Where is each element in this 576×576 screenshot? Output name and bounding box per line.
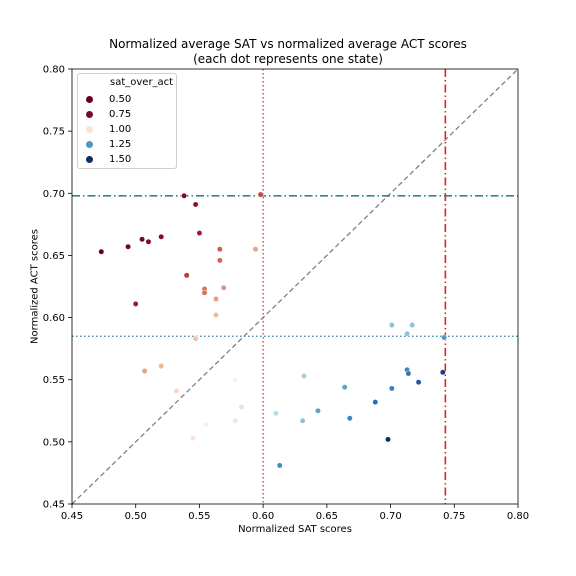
legend-title: sat_over_act (110, 77, 174, 88)
scatter-point (300, 373, 307, 379)
scatter-point (299, 417, 306, 424)
chart-title: Normalized average SAT vs normalized ave… (109, 37, 467, 51)
x-tick-label: 0.60 (252, 511, 274, 522)
scatter-point (314, 407, 321, 414)
legend-entry: 1.50 (86, 152, 131, 166)
y-tick-label: 0.70 (43, 189, 65, 200)
legend: sat_over_act 0.50 0.75 1.00 1.25 1.50 (77, 73, 177, 169)
scatter-point (232, 376, 239, 383)
scatter-point (220, 284, 227, 291)
scatter-point (415, 379, 422, 386)
scatter-point (238, 404, 245, 411)
x-tick-label: 0.75 (443, 511, 465, 522)
scatter-point (409, 322, 416, 328)
x-tick-label: 0.80 (507, 511, 529, 522)
y-tick-label: 0.60 (43, 313, 65, 324)
scatter-point (276, 462, 283, 469)
legend-label: 1.25 (109, 138, 132, 150)
scatter-point (346, 415, 353, 422)
legend-marker (86, 110, 93, 118)
scatter-point (173, 387, 180, 394)
scatter-point (213, 312, 219, 319)
scatter-point (158, 233, 165, 240)
scatter-point (252, 246, 259, 253)
scatter-point (439, 369, 446, 376)
scatter-point (181, 192, 188, 199)
scatter-point (216, 257, 223, 264)
plot-frame (71, 68, 519, 505)
scatter-point (405, 370, 412, 377)
y-tick-label: 0.65 (43, 251, 65, 262)
legend-label: 1.00 (109, 123, 132, 135)
scatter-point (372, 399, 379, 406)
y-tick-label: 0.75 (43, 127, 65, 138)
legend-marker (86, 95, 93, 103)
legend-entry: 0.50 (86, 92, 131, 106)
y-tick-label: 0.50 (43, 437, 65, 448)
scatter-point (183, 272, 190, 279)
legend-marker (86, 155, 93, 163)
legend-entry: 1.00 (86, 122, 131, 136)
scatter-point (341, 384, 348, 391)
scatter-point (145, 238, 152, 245)
scatter-point (125, 243, 132, 250)
legend-label: 0.50 (109, 93, 132, 105)
legend-label: 0.75 (109, 108, 132, 120)
legend-marker (86, 125, 93, 133)
scatter-point (132, 300, 139, 307)
legend-label: 1.50 (109, 153, 132, 165)
legend-marker (86, 140, 93, 148)
scatter-point (98, 248, 105, 255)
scatter-point (141, 368, 148, 374)
legend-entry: 0.75 (86, 107, 131, 121)
scatter-point (202, 421, 209, 428)
scatter-point (216, 246, 223, 253)
x-axis-label: Normalized SAT scores (238, 524, 352, 535)
scatter-point (404, 330, 411, 337)
scatter-point (196, 230, 203, 237)
scatter-point (213, 295, 219, 302)
scatter-point (139, 236, 146, 243)
scatter-point (201, 289, 208, 296)
scatter-point (158, 363, 165, 369)
x-tick-label: 0.55 (188, 511, 210, 522)
scatter-point (257, 191, 264, 198)
legend-entry: 1.25 (86, 137, 131, 151)
scatter-point (272, 410, 279, 417)
scatter-point (388, 322, 395, 328)
scatter-point (192, 201, 199, 208)
y-tick-label: 0.45 (43, 500, 65, 511)
scatter-point (232, 417, 239, 424)
scatter-point (388, 385, 395, 392)
y-tick-label: 0.55 (43, 375, 65, 386)
scatter-point (192, 335, 199, 342)
y-axis-label: Normalized ACT scores (29, 229, 41, 344)
y-tick-label: 0.80 (43, 65, 65, 76)
x-tick-label: 0.70 (379, 511, 401, 522)
scatter-point (441, 334, 448, 341)
scatter-point (385, 436, 391, 443)
x-tick-label: 0.65 (316, 511, 338, 522)
scatter-point (190, 435, 197, 442)
x-tick-label: 0.50 (125, 511, 147, 522)
chart-subtitle: (each dot represents one state) (193, 52, 383, 66)
x-tick-label: 0.45 (61, 511, 83, 522)
